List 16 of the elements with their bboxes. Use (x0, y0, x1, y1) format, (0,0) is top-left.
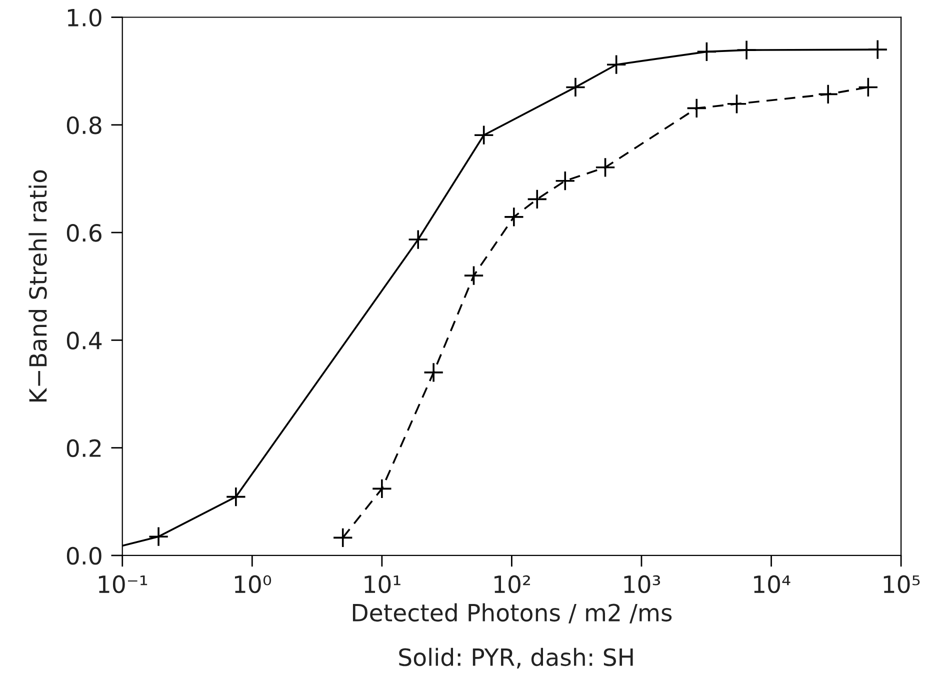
y-tick-label: 1.0 (68, 8, 102, 27)
x-tick-label: 10⁻¹ (98, 575, 148, 594)
x-tick-label: 10¹ (364, 575, 400, 594)
y-tick-label: 0.6 (66, 224, 102, 242)
x-tick-label: 10⁵ (884, 575, 920, 594)
y-tick-label: 0.4 (66, 332, 102, 350)
y-tick-label: 0.0 (66, 546, 102, 565)
y-tick-label: 0.2 (66, 439, 101, 458)
text: Solid: PYR, dash: SH (399, 648, 633, 669)
x-tick-label: 10² (494, 575, 530, 594)
x-tick-label: 10³ (624, 575, 660, 594)
x-tick-label: 10⁴ (754, 575, 790, 594)
x-axis-title: Detected Photons / m2 /ms (352, 603, 672, 624)
y-axis-title: K−Band Strehl ratio (28, 170, 47, 402)
x-tick-label: 10⁰ (234, 575, 272, 594)
y-tick-label: 0.8 (66, 116, 102, 134)
